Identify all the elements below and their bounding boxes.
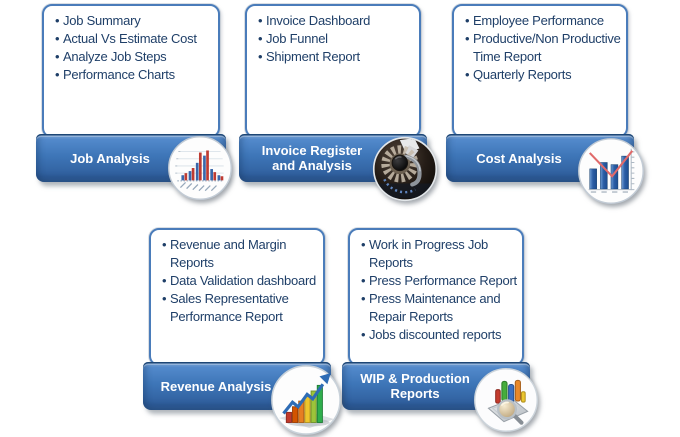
bullet-item: Shipment Report: [258, 48, 414, 66]
bullet-item: Invoice Dashboard: [258, 12, 414, 30]
bullet-item: Performance Charts: [55, 66, 213, 84]
bullet-item: Data Validation dashboard: [162, 272, 318, 290]
banner-label: Job Analysis: [70, 150, 150, 166]
banner-label: Revenue Analysis: [160, 378, 272, 394]
bullet-item: Press Maintenance and Repair Reports: [361, 290, 517, 326]
bullet-item: Jobs discounted reports: [361, 326, 517, 344]
bullet-item: Sales Representative Performance Report: [162, 290, 318, 326]
bullet-list: Employee Performance Productive/Non Prod…: [454, 6, 626, 84]
card-invoice-register: Invoice Dashboard Job Funnel Shipment Re…: [239, 4, 438, 202]
card-revenue-analysis: Revenue and Margin Reports Data Validati…: [143, 228, 341, 435]
bullet-list: Invoice Dashboard Job Funnel Shipment Re…: [247, 6, 419, 66]
bar-chart-trendline-icon: [577, 137, 645, 205]
card-body: Work in Progress Job Reports Press Perfo…: [348, 228, 524, 366]
printing-press-photo-icon: [372, 136, 438, 202]
bullet-item: Actual Vs Estimate Cost: [55, 30, 213, 48]
card-job-analysis: Job Summary Actual Vs Estimate Cost Anal…: [36, 4, 232, 200]
card-wip-production: Work in Progress Job Reports Press Perfo…: [342, 228, 538, 432]
bullet-list: Work in Progress Job Reports Press Perfo…: [350, 230, 522, 344]
bullet-item: Work in Progress Job Reports: [361, 236, 517, 272]
bullet-item: Productive/Non Productive Time Report: [465, 30, 621, 66]
bullet-item: Job Funnel: [258, 30, 414, 48]
pie-3d-magnifier-icon: [473, 367, 539, 433]
banner-label: Invoice Register and Analysis: [261, 143, 363, 173]
bar-chart-red-blue-icon: [167, 135, 233, 201]
bullet-item: Revenue and Margin Reports: [162, 236, 318, 272]
bullet-item: Analyze Job Steps: [55, 48, 213, 66]
bullet-item: Employee Performance: [465, 12, 621, 30]
bullet-item: Job Summary: [55, 12, 213, 30]
bullet-item: Quarterly Reports: [465, 66, 621, 84]
banner-label: WIP & Production Reports: [360, 371, 470, 401]
growth-bars-arrow-icon: [270, 364, 342, 436]
bullet-list: Job Summary Actual Vs Estimate Cost Anal…: [44, 6, 218, 84]
card-cost-analysis: Employee Performance Productive/Non Prod…: [446, 4, 644, 204]
bullet-item: Press Performance Report: [361, 272, 517, 290]
bullet-list: Revenue and Margin Reports Data Validati…: [151, 230, 323, 326]
card-body: Invoice Dashboard Job Funnel Shipment Re…: [245, 4, 421, 138]
banner-label: Cost Analysis: [476, 150, 562, 166]
card-body: Revenue and Margin Reports Data Validati…: [149, 228, 325, 366]
card-body: Employee Performance Productive/Non Prod…: [452, 4, 628, 138]
card-body: Job Summary Actual Vs Estimate Cost Anal…: [42, 4, 220, 138]
